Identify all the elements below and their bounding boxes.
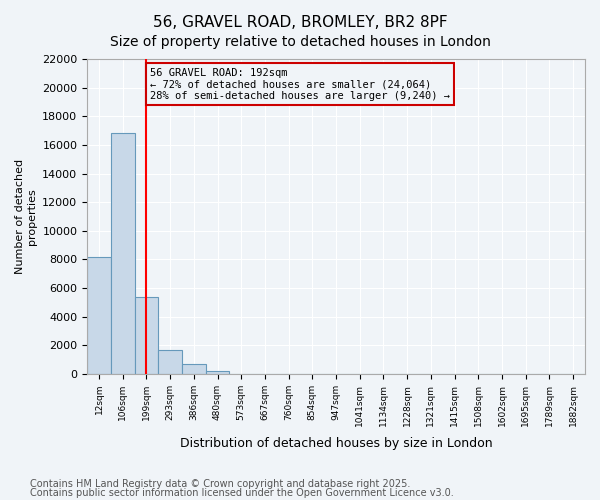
Text: Contains public sector information licensed under the Open Government Licence v3: Contains public sector information licen…: [30, 488, 454, 498]
Bar: [206, 371, 229, 374]
Bar: [182, 364, 206, 374]
Bar: [111, 134, 134, 374]
Bar: [134, 296, 158, 374]
Bar: [158, 350, 182, 374]
Text: 56, GRAVEL ROAD, BROMLEY, BR2 8PF: 56, GRAVEL ROAD, BROMLEY, BR2 8PF: [152, 15, 448, 30]
Bar: [87, 256, 111, 374]
Text: Size of property relative to detached houses in London: Size of property relative to detached ho…: [110, 35, 490, 49]
Y-axis label: Number of detached
properties: Number of detached properties: [15, 159, 37, 274]
Text: 56 GRAVEL ROAD: 192sqm
← 72% of detached houses are smaller (24,064)
28% of semi: 56 GRAVEL ROAD: 192sqm ← 72% of detached…: [150, 68, 450, 101]
X-axis label: Distribution of detached houses by size in London: Distribution of detached houses by size …: [180, 437, 493, 450]
Text: Contains HM Land Registry data © Crown copyright and database right 2025.: Contains HM Land Registry data © Crown c…: [30, 479, 410, 489]
